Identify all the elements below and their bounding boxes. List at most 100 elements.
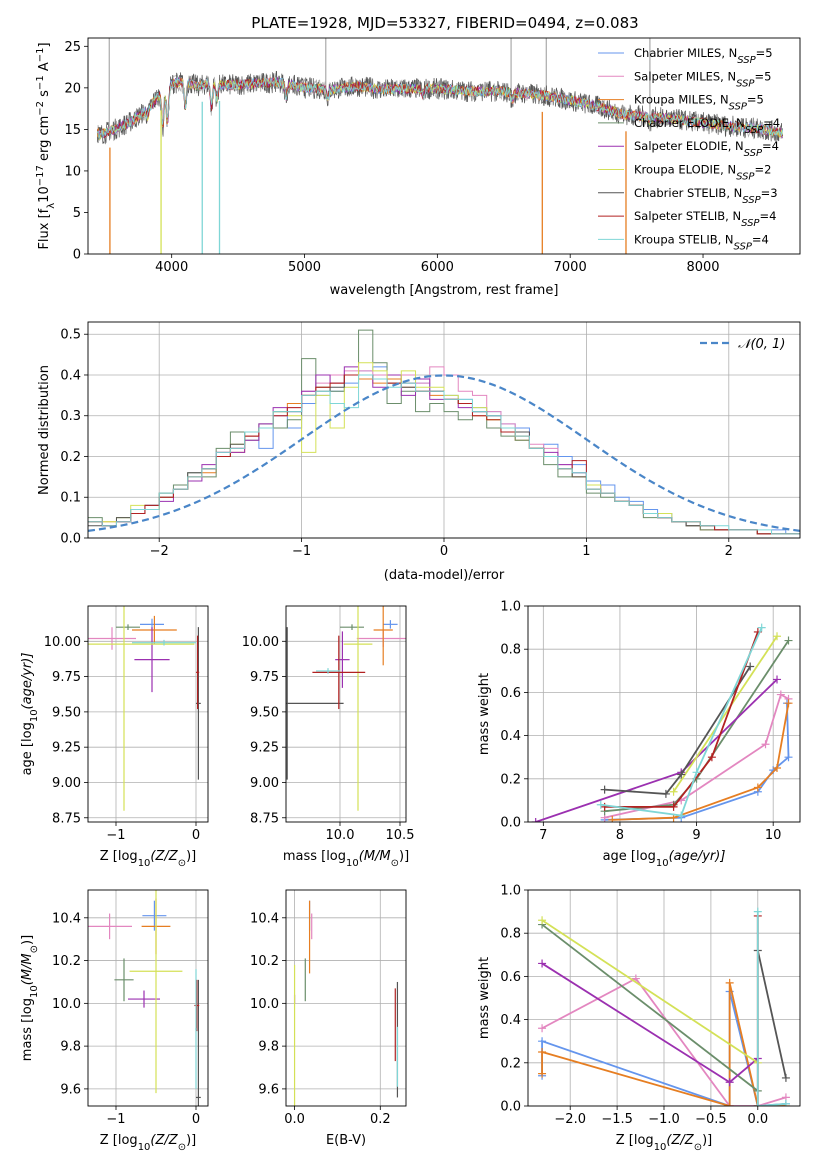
x-tick-label: −1.0: [648, 1112, 680, 1127]
weight-marker-krou_stelib: [596, 800, 605, 809]
label-part: ⊙: [29, 945, 40, 953]
x-tick-label: 9: [692, 828, 700, 843]
y-tick-label: 9.75: [52, 670, 81, 685]
label-part: SSP: [736, 78, 755, 89]
plot-area: [96, 38, 784, 254]
label-part: (Z/Z: [150, 1133, 178, 1148]
plot-area: [88, 329, 800, 535]
label-part: mass weight: [477, 673, 492, 755]
weight-marker-salp_elodie: [531, 818, 540, 822]
y-tick-label: 0.6: [500, 686, 521, 701]
weight-marker-chab_stelib: [781, 1073, 790, 1082]
y-axis-label: mass [log10(M/M⊙)]: [20, 935, 40, 1061]
x-tick-label: 0.0: [747, 1112, 768, 1127]
label-part: s: [37, 90, 52, 101]
weight-marker-chab_elodie: [784, 636, 793, 645]
y-axis-label: age [log10(age/yr)]: [20, 653, 40, 776]
x-tick-label: −2.0: [554, 1112, 586, 1127]
label-part: SSP: [745, 124, 764, 135]
label-part: E(B-V): [326, 1133, 366, 1148]
weight-line-chab_elodie: [541, 923, 759, 1092]
y-tick-label: 9.6: [60, 1082, 81, 1097]
y-tick-label: 0.4: [500, 1013, 521, 1028]
x-tick-label: −1: [106, 828, 125, 843]
x-tick-label: 4000: [155, 260, 188, 275]
weight-marker-chab_stelib: [661, 789, 670, 798]
x-tick-label: 7000: [554, 260, 587, 275]
weight-marker-krou_miles: [753, 783, 762, 792]
label-part: SSP: [744, 148, 763, 159]
label-part: mass [log: [20, 998, 35, 1061]
label-part: (data-model)/error: [384, 568, 505, 583]
y-tick-label: 0.8: [500, 927, 521, 942]
axes-frame: [285, 605, 407, 823]
label-part: ⊙: [391, 858, 399, 869]
y-tick-label: 10.2: [52, 954, 81, 969]
x-tick-label: 8: [616, 828, 624, 843]
panel-spectrum: 4000 5000 6000 7000 8000 0 5 10 15 20 25 wavelength…: [35, 37, 801, 298]
label-part: Chabrier STELIB, N: [634, 186, 742, 200]
plot-area: [531, 623, 793, 822]
weight-marker-krou_stelib: [757, 623, 766, 632]
label-part: Chabrier MILES, N: [634, 46, 737, 60]
x-axis-label: Z [log10(Z/Z⊙)]: [100, 1133, 196, 1153]
y-tick-label: 8.75: [250, 811, 279, 826]
y-axis-label: mass weight: [477, 673, 492, 755]
label-part: =5: [754, 69, 771, 83]
y-tick-label: 9.8: [60, 1040, 81, 1055]
y-tick-label: 10.0: [250, 997, 279, 1012]
label-part: Z [log: [616, 1133, 654, 1148]
x-tick-label: −1: [292, 544, 311, 559]
plot-area: [286, 606, 406, 811]
label-part: =2: [754, 163, 771, 177]
y-tick-label: 10.2: [250, 954, 279, 969]
x-tick-label: −0.5: [695, 1112, 727, 1127]
weight-marker-krou_elodie: [669, 787, 678, 796]
legend-entry: Chabrier ELODIE, NSSP=4: [634, 116, 780, 135]
weight-marker-chab_miles: [538, 1037, 547, 1046]
weight-line-salp_elodie: [541, 962, 759, 1084]
weight-line-krou_stelib: [600, 627, 763, 817]
y-tick-label: 0.3: [60, 409, 81, 424]
weight-line-salp_elodie: [535, 678, 778, 822]
weight-marker-salp_elodie: [725, 1078, 734, 1087]
y-tick-label: 5: [73, 206, 81, 221]
y-axis-label: Normed distribution: [37, 365, 52, 495]
y-tick-label: 0.2: [500, 772, 521, 787]
legend-entry: Salpeter ELODIE, NSSP=4: [634, 139, 779, 159]
x-axis-label: (data-model)/error: [384, 568, 505, 583]
label-part: Kroupa STELIB, N: [634, 232, 734, 246]
label-part: −1: [35, 75, 46, 90]
y-tick-label: 0.6: [500, 970, 521, 985]
y-tick-label: 10: [64, 164, 81, 179]
normal-legend-label: 𝒩(0, 1): [738, 337, 785, 352]
y-tick-label: 9.50: [250, 705, 279, 720]
label-part: (M/M: [359, 849, 391, 864]
y-tick-label: 0.4: [60, 368, 81, 383]
panel-age_vs_mass: 10.0 10.5 8.75 9.00 9.25 9.50 9.75 10.00 mass [l…: [242, 605, 414, 869]
x-axis-label: wavelength [Angstrom, rest frame]: [330, 283, 559, 298]
label-part: 10: [346, 858, 359, 869]
label-part: (Z/Z: [150, 849, 178, 864]
label-part: Z [log: [100, 1133, 138, 1148]
weight-line-krou_elodie: [672, 635, 778, 793]
y-tick-label: 8.75: [52, 811, 81, 826]
weight-marker-krou_miles: [725, 1102, 734, 1106]
panel-massweight_vs_Z: −2.0 −1.5 −1.0 −0.5 0.0 0.0 0.2 0.4 0.6 0.8 1.0 Z […: [477, 884, 801, 1153]
label-part: 10: [656, 858, 669, 869]
y-tick-label: 9.00: [52, 776, 81, 791]
label-part: (age/yr)]: [669, 849, 726, 864]
plot-area: [88, 606, 201, 811]
y-tick-label: 25: [64, 40, 81, 55]
axes-frame: [527, 605, 801, 823]
label-part: 10: [654, 1142, 667, 1153]
x-tick-label: 0: [440, 544, 448, 559]
weight-marker-chab_stelib: [746, 662, 755, 671]
label-part: Salpeter ELODIE, N: [634, 139, 744, 153]
weight-marker-salp_miles: [761, 740, 770, 749]
weight-marker-krou_elodie: [538, 916, 547, 925]
x-tick-label: 0.2: [370, 1112, 391, 1127]
label-part: 10: [138, 1142, 151, 1153]
legend-entry: Kroupa STELIB, NSSP=4: [634, 232, 769, 252]
